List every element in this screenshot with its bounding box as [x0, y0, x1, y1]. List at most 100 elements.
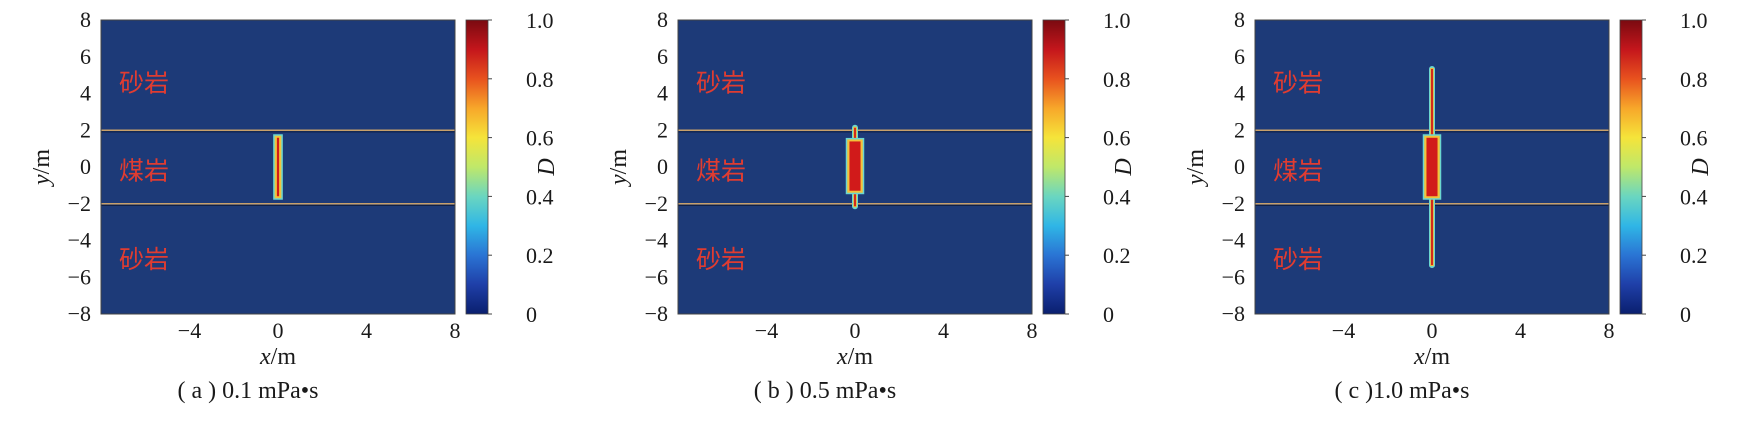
colorbar-label: D — [534, 158, 560, 176]
x-tick-label: −4 — [1332, 318, 1355, 343]
y-axis-unit: /m — [29, 149, 55, 175]
x-tick-label: 4 — [938, 318, 949, 343]
colorbar-tick-label: 0.6 — [1103, 126, 1131, 151]
y-tick-label: −8 — [1222, 301, 1245, 326]
y-tick-label: 6 — [1234, 44, 1245, 69]
y-axis-symbol: y — [606, 174, 632, 187]
colorbar-tick-label: 0 — [1103, 302, 1114, 327]
y-tick-label: 6 — [80, 44, 91, 69]
y-tick-label: 2 — [80, 117, 91, 142]
y-tick-label: 6 — [657, 44, 668, 69]
y-tick-label: 0 — [80, 154, 91, 179]
region-label: 砂岩 — [119, 245, 169, 274]
colorbar-tick-label: 0.8 — [1680, 67, 1708, 92]
x-axis-symbol: x — [836, 344, 848, 370]
y-tick-label: 2 — [1234, 117, 1245, 142]
colorbar-tick-label: 0.6 — [526, 126, 554, 151]
colorbar — [1042, 19, 1066, 315]
region-label: 煤岩 — [1273, 157, 1323, 186]
colorbar-tick-label: 0.4 — [526, 184, 554, 209]
region-label: 砂岩 — [696, 245, 746, 274]
y-tick-label: −6 — [68, 264, 91, 289]
panel-caption: ( b ) 0.5 mPa•s — [754, 378, 896, 404]
y-axis-symbol: y — [29, 174, 55, 187]
x-tick-label: 4 — [361, 318, 372, 343]
colorbar-tick-label: 1.0 — [526, 8, 554, 33]
plot-frame — [1254, 19, 1610, 315]
fracture-body-core — [1426, 137, 1438, 197]
y-tick-label: 8 — [80, 7, 91, 32]
y-tick-label: 0 — [1234, 154, 1245, 179]
colorbar-tick-label: 0 — [1680, 302, 1691, 327]
colorbar — [1619, 19, 1643, 315]
region-label: 煤岩 — [696, 157, 746, 186]
y-tick-label: −2 — [68, 191, 91, 216]
region-label: 煤岩 — [119, 157, 169, 186]
colorbar-tick-label: 0.8 — [1103, 67, 1131, 92]
y-axis-label: y/m — [606, 149, 632, 187]
panel-caption: ( c )1.0 mPa•s — [1334, 378, 1469, 404]
x-axis-label: x/m — [1413, 344, 1450, 370]
colorbar-tick-label: 0.2 — [1680, 243, 1708, 268]
colorbar-label: D — [1688, 158, 1714, 176]
colorbar-tick-label: 0 — [526, 302, 537, 327]
y-tick-label: 4 — [1234, 81, 1245, 106]
region-label: 砂岩 — [1273, 68, 1323, 97]
y-tick-label: −4 — [645, 228, 668, 253]
colorbar-tick-label: 0.8 — [526, 67, 554, 92]
region-label: 砂岩 — [696, 68, 746, 97]
colorbar-tick-label: 0.4 — [1103, 184, 1131, 209]
y-axis-label: y/m — [29, 149, 55, 187]
colorbar — [465, 19, 489, 315]
x-tick-label: 8 — [1027, 318, 1038, 343]
x-axis-label: x/m — [259, 344, 296, 370]
colorbar-tick-label: 0.2 — [526, 243, 554, 268]
y-tick-label: −6 — [1222, 264, 1245, 289]
colorbar-tick-label: 0.6 — [1680, 126, 1708, 151]
y-axis-unit: /m — [1183, 149, 1209, 175]
x-tick-label: −4 — [755, 318, 778, 343]
colorbar-tick-label: 1.0 — [1680, 8, 1708, 33]
y-tick-label: 8 — [1234, 7, 1245, 32]
y-tick-label: −8 — [68, 301, 91, 326]
y-tick-label: 4 — [80, 81, 91, 106]
y-tick-label: −2 — [1222, 191, 1245, 216]
y-axis-label: y/m — [1183, 149, 1209, 187]
y-tick-label: 0 — [657, 154, 668, 179]
fracture-body-core — [849, 141, 861, 191]
y-axis-unit: /m — [606, 149, 632, 175]
y-axis-symbol: y — [1183, 174, 1209, 187]
y-tick-label: −4 — [1222, 228, 1245, 253]
region-label: 砂岩 — [1273, 245, 1323, 274]
y-tick-label: −2 — [645, 191, 668, 216]
panel-caption: ( a ) 0.1 mPa•s — [177, 378, 318, 404]
y-tick-label: −6 — [645, 264, 668, 289]
x-tick-label: 0 — [273, 318, 284, 343]
x-tick-label: 0 — [850, 318, 861, 343]
plot-frame — [677, 19, 1033, 315]
colorbar-tick-label: 1.0 — [1103, 8, 1131, 33]
x-tick-label: −4 — [178, 318, 201, 343]
x-tick-label: 8 — [450, 318, 461, 343]
x-tick-label: 8 — [1604, 318, 1615, 343]
x-axis-unit: /m — [1425, 344, 1451, 370]
y-tick-label: −4 — [68, 228, 91, 253]
x-axis-symbol: x — [1413, 344, 1425, 370]
colorbar-tick-label: 0.2 — [1103, 243, 1131, 268]
y-tick-label: 2 — [657, 117, 668, 142]
y-tick-label: 8 — [657, 7, 668, 32]
x-axis-label: x/m — [836, 344, 873, 370]
x-axis-unit: /m — [848, 344, 874, 370]
x-axis-symbol: x — [259, 344, 271, 370]
y-tick-label: −8 — [645, 301, 668, 326]
y-tick-label: 4 — [657, 81, 668, 106]
region-label: 砂岩 — [119, 68, 169, 97]
colorbar-label: D — [1111, 158, 1137, 176]
x-tick-label: 4 — [1515, 318, 1526, 343]
colorbar-tick-label: 0.4 — [1680, 184, 1708, 209]
plot-frame — [100, 19, 456, 315]
